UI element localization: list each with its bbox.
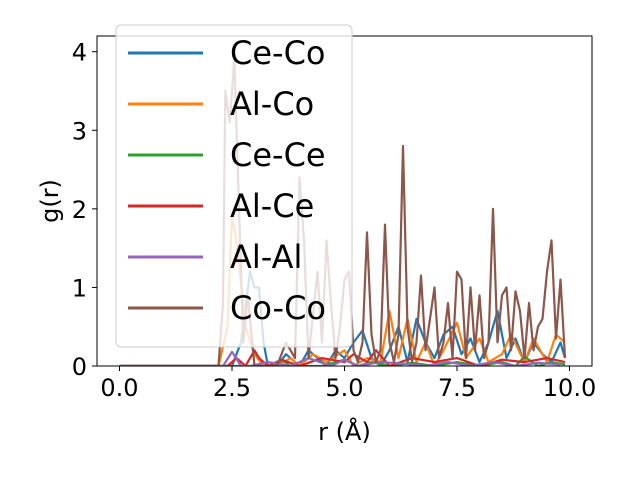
y-axis-label: g(r) — [36, 179, 64, 223]
y-axis-ticks: 0 1 2 3 4 — [72, 39, 97, 381]
x-axis-label: r (Å) — [318, 417, 371, 446]
series-line-al-al — [119, 350, 561, 366]
y-tick-label: 3 — [72, 117, 87, 145]
legend-label: Al-Ce — [230, 187, 314, 225]
y-tick-label: 4 — [72, 39, 87, 67]
x-tick-label: 2.5 — [213, 374, 251, 402]
legend-label: Al-Al — [230, 238, 302, 276]
y-tick-label: 0 — [72, 353, 87, 381]
x-tick-label: 0.0 — [100, 374, 138, 402]
y-tick-label: 2 — [72, 196, 87, 224]
x-tick-label: 5.0 — [325, 374, 363, 402]
x-tick-label: 10.0 — [543, 374, 596, 402]
x-tick-label: 7.5 — [438, 374, 476, 402]
legend-label: Al-Co — [230, 85, 314, 123]
x-axis-ticks: 0.0 2.5 5.0 7.5 10.0 — [100, 366, 596, 402]
legend-label: Ce-Co — [230, 34, 326, 72]
y-tick-label: 1 — [72, 274, 87, 302]
legend-label: Ce-Ce — [230, 136, 326, 174]
legend-label: Co-Co — [230, 289, 326, 327]
legend: Ce-Co Al-Co Ce-Ce Al-Ce Al-Al Co-Co — [115, 24, 353, 348]
series-line-co-co — [119, 58, 567, 366]
